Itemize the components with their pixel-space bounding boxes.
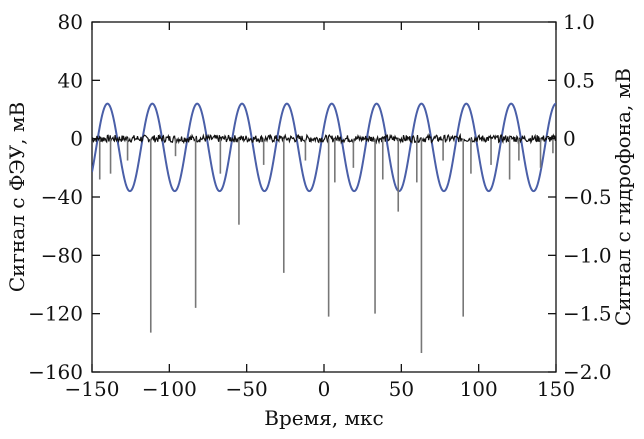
x-tick-label: 50 (389, 377, 414, 401)
y-tick-label-right: −0.5 (563, 185, 612, 209)
y-tick-label-left: −40 (41, 185, 83, 209)
x-tick-label: −100 (142, 377, 197, 401)
x-tick-label: 0 (318, 377, 331, 401)
y-axis-title-right: Сигнал с гидрофона, мВ (611, 68, 635, 326)
x-tick-label: 100 (460, 377, 498, 401)
pmt-baseline-series (92, 132, 556, 145)
x-tick-label: −150 (65, 377, 120, 401)
y-tick-label-right: 0 (563, 127, 576, 151)
y-axis-title-left: Сигнал с ФЭУ, мВ (5, 102, 29, 292)
y-tick-label-right: −2.0 (563, 360, 612, 384)
y-tick-label-left: 80 (58, 10, 83, 34)
y-tick-label-left: −80 (41, 243, 83, 267)
y-tick-label-right: −1.5 (563, 302, 612, 326)
y-tick-label-right: 1.0 (563, 10, 595, 34)
x-tick-label: −50 (226, 377, 268, 401)
hydrophone-series (92, 102, 556, 193)
y-tick-label-left: 40 (58, 68, 83, 92)
y-tick-label-right: 0.5 (563, 68, 595, 92)
y-tick-label-right: −1.0 (563, 243, 612, 267)
x-tick-label: 150 (537, 377, 575, 401)
y-tick-label-left: −120 (28, 302, 83, 326)
x-axis-title: Время, мкс (264, 406, 383, 430)
y-tick-label-left: 0 (70, 127, 83, 151)
plot-frame (91, 21, 557, 373)
y-tick-label-left: −160 (28, 360, 83, 384)
